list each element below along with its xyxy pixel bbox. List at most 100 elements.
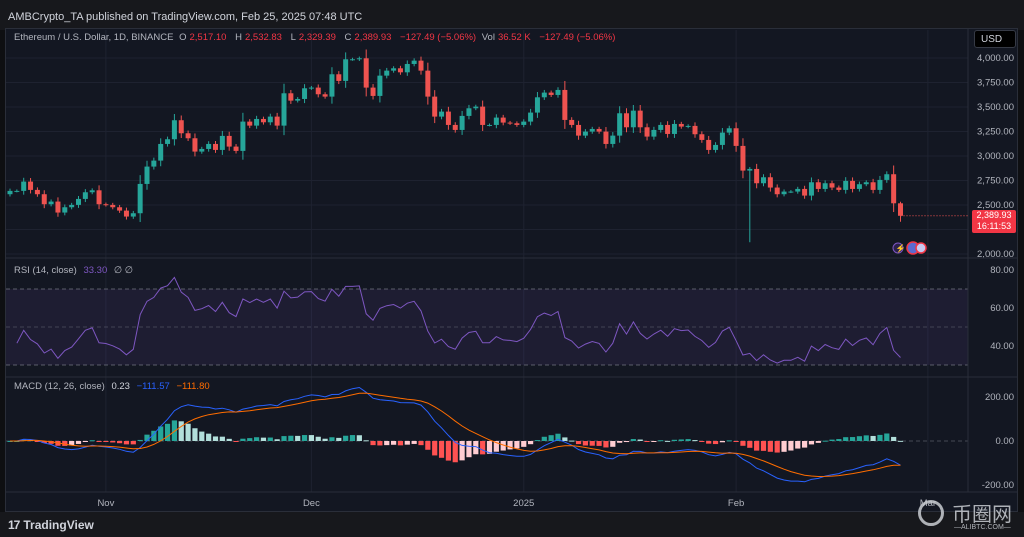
candle[interactable] bbox=[788, 190, 794, 194]
candle[interactable] bbox=[384, 67, 390, 79]
candle[interactable] bbox=[733, 122, 739, 152]
candle[interactable] bbox=[836, 185, 842, 192]
candle[interactable] bbox=[206, 141, 212, 152]
candle[interactable] bbox=[624, 108, 629, 133]
candle[interactable] bbox=[28, 178, 34, 194]
candle[interactable] bbox=[576, 120, 582, 140]
candle[interactable] bbox=[288, 89, 294, 104]
candle[interactable] bbox=[843, 177, 849, 194]
candle[interactable] bbox=[62, 204, 68, 216]
candle[interactable] bbox=[541, 89, 547, 100]
candle[interactable] bbox=[466, 104, 472, 120]
candle[interactable] bbox=[171, 114, 177, 146]
candle[interactable] bbox=[658, 122, 664, 133]
candle[interactable] bbox=[706, 135, 712, 154]
candle[interactable] bbox=[802, 185, 808, 199]
candle[interactable] bbox=[240, 112, 246, 160]
candle[interactable] bbox=[740, 138, 746, 179]
candle[interactable] bbox=[671, 119, 677, 138]
candle[interactable] bbox=[219, 130, 225, 155]
candle[interactable] bbox=[473, 104, 479, 111]
candle[interactable] bbox=[391, 66, 397, 73]
candle[interactable] bbox=[247, 119, 253, 129]
candle[interactable] bbox=[562, 80, 568, 129]
candle[interactable] bbox=[699, 131, 705, 143]
candle[interactable] bbox=[726, 125, 732, 136]
candle[interactable] bbox=[493, 114, 499, 129]
candle[interactable] bbox=[370, 84, 376, 100]
candle[interactable] bbox=[55, 197, 61, 217]
candle[interactable] bbox=[343, 52, 349, 88]
candle[interactable] bbox=[411, 58, 417, 67]
candle[interactable] bbox=[651, 126, 657, 140]
candle[interactable] bbox=[514, 121, 520, 127]
candle[interactable] bbox=[678, 121, 684, 129]
candle[interactable] bbox=[761, 174, 766, 187]
candle[interactable] bbox=[329, 67, 335, 104]
candle[interactable] bbox=[815, 179, 821, 193]
candle[interactable] bbox=[425, 62, 431, 105]
candle[interactable] bbox=[21, 177, 27, 195]
candle[interactable] bbox=[151, 157, 157, 170]
candle[interactable] bbox=[199, 146, 205, 154]
candle[interactable] bbox=[808, 177, 814, 201]
candle[interactable] bbox=[569, 117, 575, 128]
candle[interactable] bbox=[480, 100, 486, 131]
candle[interactable] bbox=[185, 130, 191, 141]
candle[interactable] bbox=[322, 92, 328, 99]
candle[interactable] bbox=[630, 104, 636, 133]
symbol-name[interactable]: Ethereum / U.S. Dollar, 1D, BINANCE bbox=[14, 32, 174, 43]
candle[interactable] bbox=[418, 56, 424, 75]
candle[interactable] bbox=[445, 106, 451, 130]
candle[interactable] bbox=[315, 84, 321, 98]
candle[interactable] bbox=[397, 65, 403, 75]
us-flag-event-icon-2[interactable] bbox=[915, 242, 927, 254]
candle[interactable] bbox=[521, 119, 527, 128]
candle[interactable] bbox=[41, 190, 47, 209]
candle[interactable] bbox=[439, 108, 445, 120]
currency-button[interactable]: USD bbox=[974, 30, 1016, 48]
candle[interactable] bbox=[377, 69, 383, 103]
candle[interactable] bbox=[123, 207, 129, 220]
candle[interactable] bbox=[644, 123, 650, 141]
candle[interactable] bbox=[829, 180, 835, 191]
candle[interactable] bbox=[34, 187, 40, 197]
candle[interactable] bbox=[754, 163, 760, 189]
candle[interactable] bbox=[767, 173, 773, 192]
lightning-event-icon[interactable] bbox=[892, 242, 904, 254]
candle[interactable] bbox=[96, 185, 102, 210]
candle[interactable] bbox=[110, 202, 116, 210]
candle[interactable] bbox=[500, 114, 506, 126]
candle[interactable] bbox=[617, 106, 623, 143]
candle[interactable] bbox=[302, 84, 308, 104]
candle[interactable] bbox=[507, 120, 513, 125]
candle[interactable] bbox=[747, 167, 753, 243]
candle[interactable] bbox=[254, 115, 260, 129]
candle[interactable] bbox=[596, 126, 602, 134]
candle[interactable] bbox=[870, 178, 876, 194]
candle[interactable] bbox=[528, 108, 534, 126]
candle[interactable] bbox=[165, 136, 171, 147]
candle[interactable] bbox=[226, 131, 232, 151]
candle[interactable] bbox=[713, 142, 719, 153]
candle[interactable] bbox=[233, 144, 239, 154]
candle[interactable] bbox=[117, 204, 123, 213]
candle[interactable] bbox=[137, 175, 143, 223]
candle[interactable] bbox=[891, 165, 897, 213]
candle[interactable] bbox=[459, 110, 465, 135]
candle[interactable] bbox=[130, 210, 136, 219]
candle[interactable] bbox=[548, 90, 554, 98]
candle[interactable] bbox=[295, 97, 301, 103]
candle[interactable] bbox=[665, 121, 671, 138]
candle[interactable] bbox=[178, 115, 184, 138]
candle[interactable] bbox=[356, 56, 362, 61]
candle[interactable] bbox=[404, 60, 410, 76]
rsi-label[interactable]: RSI (14, close) bbox=[14, 265, 77, 276]
candle[interactable] bbox=[452, 122, 458, 133]
candle[interactable] bbox=[7, 188, 13, 197]
candle[interactable] bbox=[555, 87, 561, 98]
candle[interactable] bbox=[685, 124, 691, 129]
candle[interactable] bbox=[877, 175, 883, 194]
candle[interactable] bbox=[363, 49, 369, 97]
